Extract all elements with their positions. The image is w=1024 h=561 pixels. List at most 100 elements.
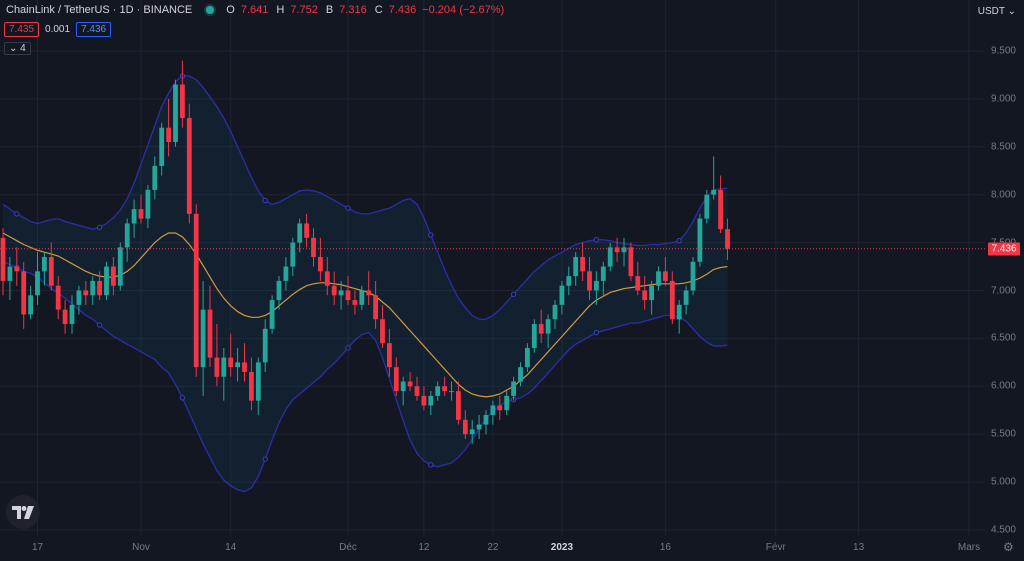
candle-body <box>600 266 606 281</box>
candle-body <box>469 429 475 435</box>
candle-body <box>504 395 510 411</box>
band-marker <box>428 232 434 238</box>
candle-body <box>159 127 165 166</box>
candle-body <box>180 84 185 119</box>
candle-body <box>324 271 330 286</box>
candle-body <box>104 266 109 296</box>
market-open-icon <box>206 6 215 14</box>
tradingview-logo[interactable] <box>6 495 40 529</box>
candle-body <box>538 324 544 334</box>
open-value: 7.641 <box>240 4 269 16</box>
band-marker <box>96 322 103 328</box>
band-marker <box>96 224 103 230</box>
candle-body <box>290 242 296 267</box>
currency-selector[interactable]: USDT ⌄ <box>978 6 1016 17</box>
date-tick-label: 22 <box>487 542 499 553</box>
candle-body <box>531 324 537 348</box>
candle-body <box>566 276 572 286</box>
band-marker <box>593 329 600 336</box>
candle-body <box>200 309 206 368</box>
sell-price-button[interactable]: 7.435 <box>4 22 40 37</box>
price-tick-label: 6.000 <box>990 380 1016 392</box>
candle-body <box>462 419 468 435</box>
candle-body <box>235 362 240 368</box>
price-tick-label: 5.000 <box>990 476 1016 488</box>
candle-body <box>48 256 54 286</box>
date-tick-label: 14 <box>225 542 237 553</box>
price-tick-label: 8.500 <box>990 141 1016 153</box>
candle-body <box>62 309 68 325</box>
candle-body <box>607 247 613 267</box>
date-tick-label: 13 <box>853 542 865 553</box>
candle-body <box>373 295 378 320</box>
candle-body <box>587 271 592 291</box>
settings-gear-icon[interactable]: ⚙ <box>1003 540 1014 554</box>
candle-body <box>283 266 289 281</box>
candle-body <box>407 381 413 387</box>
candle-body <box>276 280 282 301</box>
candle-body <box>214 357 220 377</box>
tradingview-logo-icon <box>12 505 34 519</box>
price-tick-label: 5.500 <box>990 428 1016 440</box>
low-key: B <box>325 4 334 16</box>
price-tick-label: 8.000 <box>990 189 1016 201</box>
band-marker <box>345 345 351 351</box>
candle-body <box>663 271 668 281</box>
candle-body <box>83 290 89 296</box>
candle-body <box>352 300 358 305</box>
price-tick-label: 6.500 <box>990 332 1016 344</box>
candle-body <box>414 386 420 396</box>
candle-body <box>186 118 192 214</box>
candle-body <box>366 290 372 296</box>
price-tick-label: 4.500 <box>990 524 1016 536</box>
candle-body <box>690 261 696 291</box>
candle-body <box>490 405 496 416</box>
candle-body <box>400 381 406 392</box>
candle-body <box>697 218 703 262</box>
bollinger-upper-line <box>2 75 728 320</box>
candle-body <box>131 209 137 224</box>
candle-body <box>718 189 723 230</box>
candle-body <box>614 247 620 253</box>
candle-body <box>124 223 130 248</box>
candle-body <box>580 256 585 272</box>
candle-body <box>649 285 654 301</box>
symbol-legend: ChainLink / TetherUS · 1D · BINANCE O 7.6… <box>6 4 504 16</box>
candle-body <box>594 280 599 291</box>
high-key: H <box>276 4 285 16</box>
candle-body <box>497 405 503 411</box>
candle-body <box>725 229 730 249</box>
candle-body <box>242 362 247 372</box>
candle-body <box>676 304 682 320</box>
band-marker <box>345 205 351 211</box>
band-marker <box>510 291 517 298</box>
date-tick-label: Nov <box>132 542 150 553</box>
date-tick-label: 16 <box>659 542 671 553</box>
candle-body <box>90 280 96 296</box>
close-value: 7.436 <box>388 4 417 16</box>
bollinger-basis-line <box>2 232 728 398</box>
candle-body <box>380 319 385 344</box>
candle-body <box>345 290 351 301</box>
buy-price-button[interactable]: 7.436 <box>76 22 112 37</box>
open-key: O <box>226 4 235 16</box>
candle-body <box>656 271 661 286</box>
candle-body <box>704 194 710 219</box>
candle-body <box>421 395 427 406</box>
candle-body <box>318 256 323 272</box>
candle-body <box>221 357 227 377</box>
bollinger-lower-line <box>2 261 728 493</box>
indicator-collapse-button[interactable]: ⌄ 4 <box>4 42 31 55</box>
candle-body <box>393 367 399 392</box>
currency-label: USDT <box>977 6 1005 17</box>
band-marker <box>14 211 20 217</box>
candle-body <box>304 223 309 238</box>
symbol-title[interactable]: ChainLink / TetherUS · 1D · BINANCE <box>6 4 193 16</box>
candle-body <box>145 189 151 219</box>
candle-body <box>559 285 565 305</box>
chevron-down-icon: ⌄ <box>1007 6 1016 17</box>
candle-body <box>518 367 523 382</box>
candle-body <box>97 280 102 296</box>
